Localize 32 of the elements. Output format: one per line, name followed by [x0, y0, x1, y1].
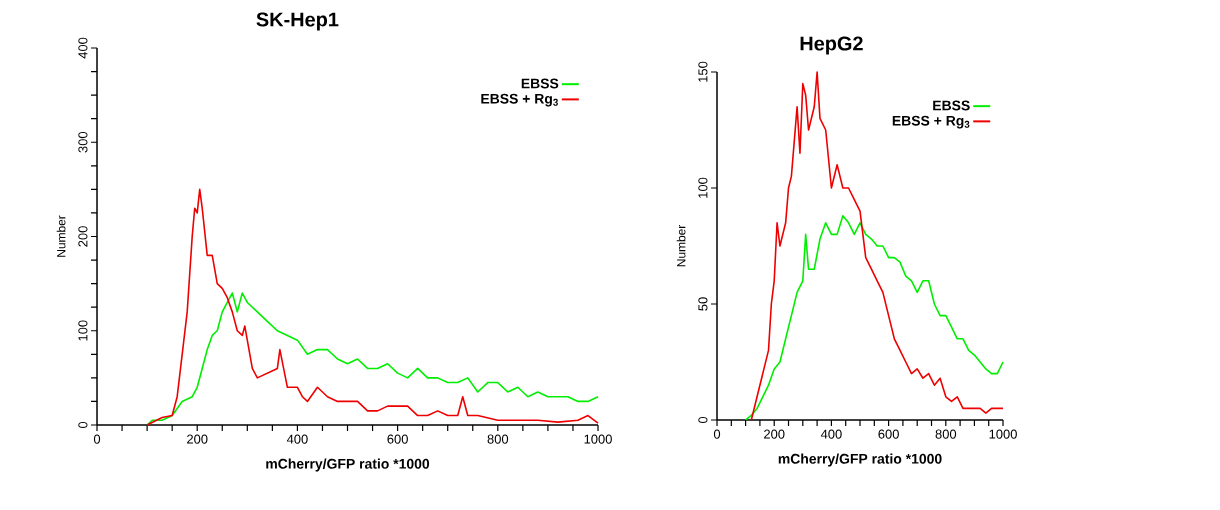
y-tick-label: 50: [698, 297, 708, 311]
x-tick-label: 200: [764, 429, 785, 439]
x-axis-title: mCherry/GFP ratio *1000: [266, 458, 430, 472]
x-tick-label: 600: [387, 434, 408, 444]
x-tick-label: 400: [820, 429, 842, 439]
x-tick-label: 800: [935, 429, 957, 439]
legend-label: EBSS: [521, 78, 559, 89]
chart-title: HepG2: [800, 36, 863, 55]
y-tick-label: 300: [78, 131, 88, 153]
y-axis-title: Number: [56, 215, 66, 257]
legend-label: EBSS: [933, 100, 970, 111]
x-tick-label: 400: [286, 434, 308, 444]
legend-label: EBSS + Rg$_{3}$: [892, 115, 970, 129]
y-tick-label: 0: [78, 421, 88, 429]
y-tick-label: 100: [78, 320, 88, 341]
x-tick-label: 200: [187, 434, 208, 444]
y-tick-label: 0: [698, 416, 708, 424]
x-tick-label: 1000: [989, 429, 1017, 439]
x-tick-label: 0: [93, 434, 101, 444]
x-tick-label: 800: [487, 434, 509, 444]
chart-title: SK-Hep1: [256, 12, 339, 31]
x-axis-title: mCherry/GFP ratio *1000: [778, 453, 942, 467]
y-tick-label: 400: [78, 37, 88, 59]
y-axis-title: Number: [676, 224, 686, 267]
y-tick-label: 200: [78, 226, 88, 247]
legend-label: EBSS + Rg$_{3}$: [481, 93, 558, 107]
y-tick-label: 150: [698, 61, 708, 82]
x-tick-label: 600: [878, 429, 899, 439]
x-tick-label: 1000: [584, 434, 612, 444]
line-series: [744, 215, 1004, 421]
y-tick-label: 100: [698, 177, 708, 198]
x-tick-label: 0: [713, 429, 721, 439]
